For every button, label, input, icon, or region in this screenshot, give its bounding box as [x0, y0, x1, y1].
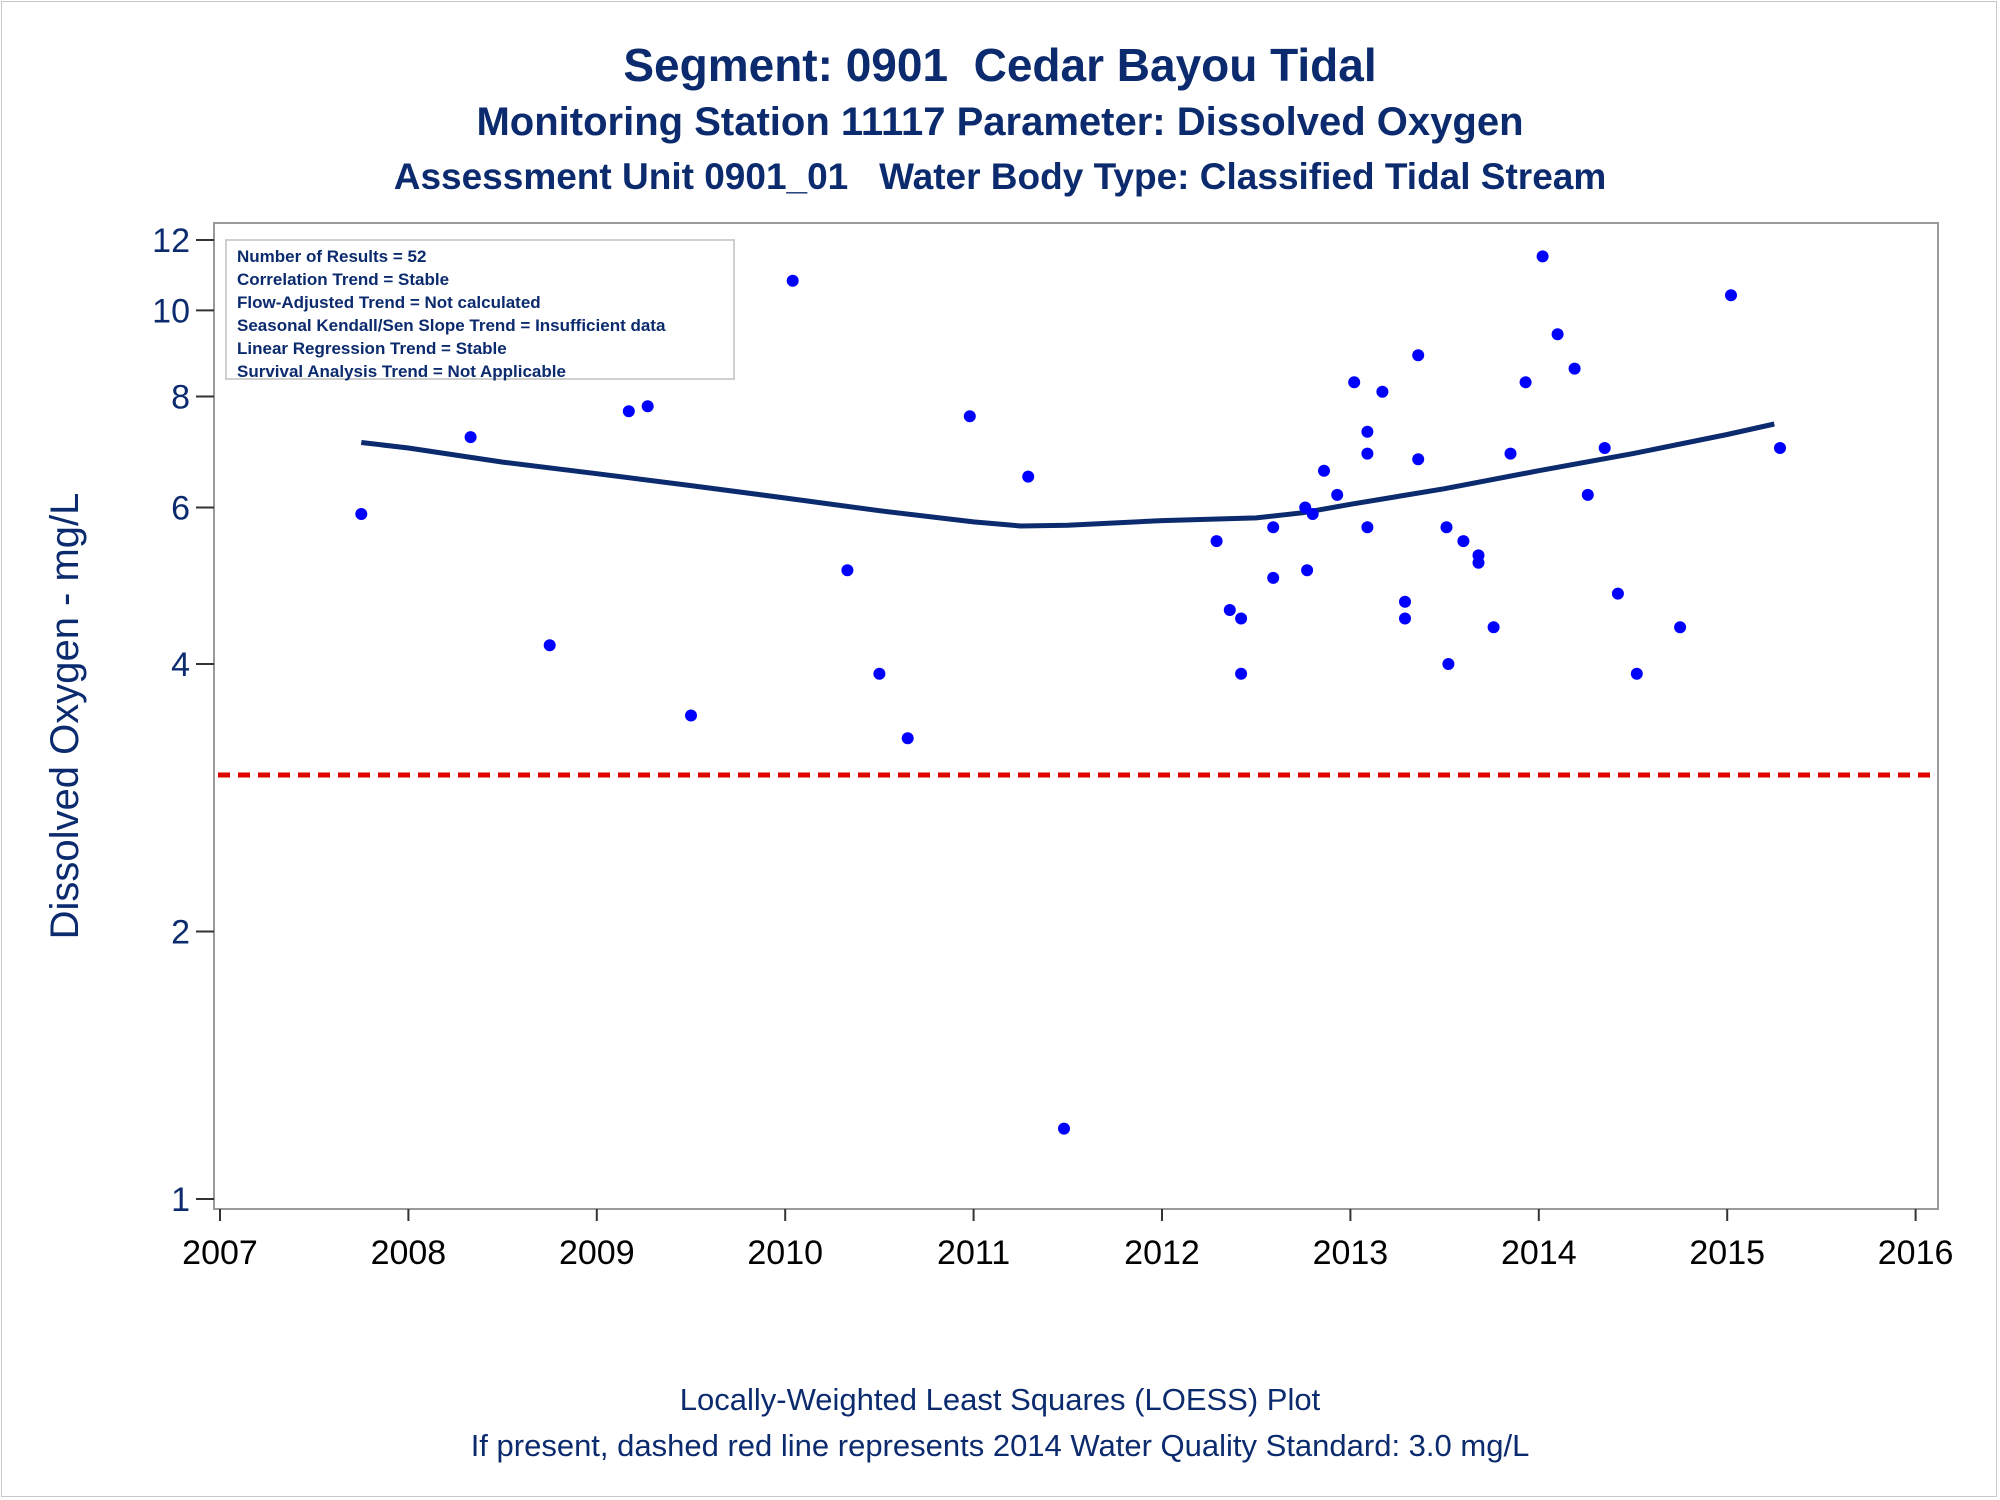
- data-point: [1301, 564, 1314, 577]
- data-point: [1022, 470, 1035, 483]
- data-points: [355, 250, 1786, 1135]
- y-tick-label: 1: [171, 1181, 190, 1219]
- data-point: [355, 508, 368, 520]
- y-tick-label: 4: [171, 646, 190, 684]
- data-point: [1331, 488, 1344, 501]
- data-point: [1361, 447, 1374, 460]
- chart-title: Segment: 0901 Cedar Bayou Tidal: [623, 39, 1377, 91]
- x-tick-label: 2008: [371, 1234, 447, 1272]
- data-point: [464, 431, 477, 444]
- data-point: [873, 667, 886, 680]
- data-point: [1361, 521, 1374, 534]
- data-point: [1267, 571, 1280, 584]
- data-point: [1306, 508, 1319, 520]
- data-point: [1504, 447, 1517, 460]
- x-tick-label: 2013: [1313, 1234, 1389, 1272]
- data-point: [786, 274, 799, 287]
- y-tick-label: 10: [152, 292, 190, 330]
- data-point: [1412, 453, 1425, 466]
- x-tick-label: 2007: [182, 1234, 258, 1272]
- y-tick-label: 6: [171, 490, 190, 528]
- stat-seasonal-kendall-trend: Seasonal Kendall/Sen Slope Trend = Insuf…: [237, 316, 666, 335]
- data-point: [1361, 425, 1374, 438]
- data-point: [1598, 442, 1611, 454]
- data-point: [1725, 289, 1737, 302]
- data-point: [1399, 612, 1411, 625]
- y-tick-label: 2: [171, 913, 190, 951]
- x-tick-label: 2016: [1878, 1234, 1954, 1272]
- data-point: [1440, 521, 1453, 534]
- footnote-standard: If present, dashed red line represents 2…: [470, 1428, 1530, 1463]
- x-tick-label: 2015: [1689, 1234, 1765, 1272]
- x-tick-label: 2010: [747, 1234, 823, 1272]
- y-axis-label: Dissolved Oxygen - mg/L: [43, 493, 87, 940]
- y-tick-label: 8: [171, 378, 190, 416]
- stat-flow-adjusted-trend: Flow-Adjusted Trend = Not calculated: [237, 293, 541, 312]
- x-tick-label: 2011: [937, 1234, 1010, 1272]
- data-point: [1472, 556, 1485, 569]
- data-point: [1223, 604, 1236, 616]
- data-point: [622, 405, 635, 418]
- data-point: [1487, 621, 1500, 634]
- data-point: [1318, 464, 1330, 477]
- data-point: [1210, 535, 1223, 548]
- data-point: [1630, 667, 1643, 680]
- data-point: [1376, 385, 1389, 398]
- stat-survival-analysis-trend: Survival Analysis Trend = Not Applicable: [237, 362, 566, 381]
- plot-area-border: [213, 222, 1939, 1210]
- data-point: [841, 564, 854, 577]
- data-point: [1611, 587, 1624, 600]
- data-point: [1519, 376, 1532, 389]
- data-point: [1551, 328, 1564, 341]
- stat-correlation-trend: Correlation Trend = Stable: [237, 270, 450, 289]
- trend-statistics-box: Number of Results = 52 Correlation Trend…: [225, 239, 735, 381]
- data-point: [1442, 658, 1455, 670]
- data-point: [1774, 442, 1786, 454]
- data-point: [963, 410, 976, 423]
- data-point: [1536, 250, 1549, 263]
- data-point: [1674, 621, 1687, 634]
- stat-number-of-results: Number of Results = 52: [237, 247, 427, 266]
- data-point: [1457, 535, 1470, 548]
- stat-linear-regression-trend: Linear Regression Trend = Stable: [237, 339, 507, 358]
- chart-subtitle-station: Monitoring Station 11117 Parameter: Diss…: [476, 100, 1524, 144]
- data-point: [1058, 1122, 1070, 1135]
- data-point: [1412, 349, 1425, 362]
- data-point: [1267, 521, 1280, 534]
- chart-subtitle-assessment: Assessment Unit 0901_01 Water Body Type:…: [393, 156, 1607, 197]
- data-point: [1399, 595, 1411, 608]
- x-tick-label: 2012: [1124, 1234, 1200, 1272]
- x-tick-label: 2009: [559, 1234, 635, 1272]
- data-point: [1235, 667, 1248, 680]
- x-tick-label: 2014: [1501, 1234, 1577, 1272]
- data-point: [685, 709, 697, 722]
- data-point: [543, 639, 556, 652]
- x-axis: 2007 2008 2009 2010 2011 2012 2013 2014 2015 2016: [182, 1209, 1953, 1272]
- data-point: [641, 400, 654, 413]
- data-point: [901, 732, 914, 745]
- data-point: [1348, 376, 1361, 389]
- loess-trend-line: [361, 421, 1775, 529]
- y-tick-label: 12: [152, 222, 190, 260]
- data-point: [1235, 612, 1248, 625]
- data-point: [1581, 488, 1594, 501]
- footnote-loess: Locally-Weighted Least Squares (LOESS) P…: [679, 1382, 1321, 1417]
- data-point: [1568, 362, 1581, 375]
